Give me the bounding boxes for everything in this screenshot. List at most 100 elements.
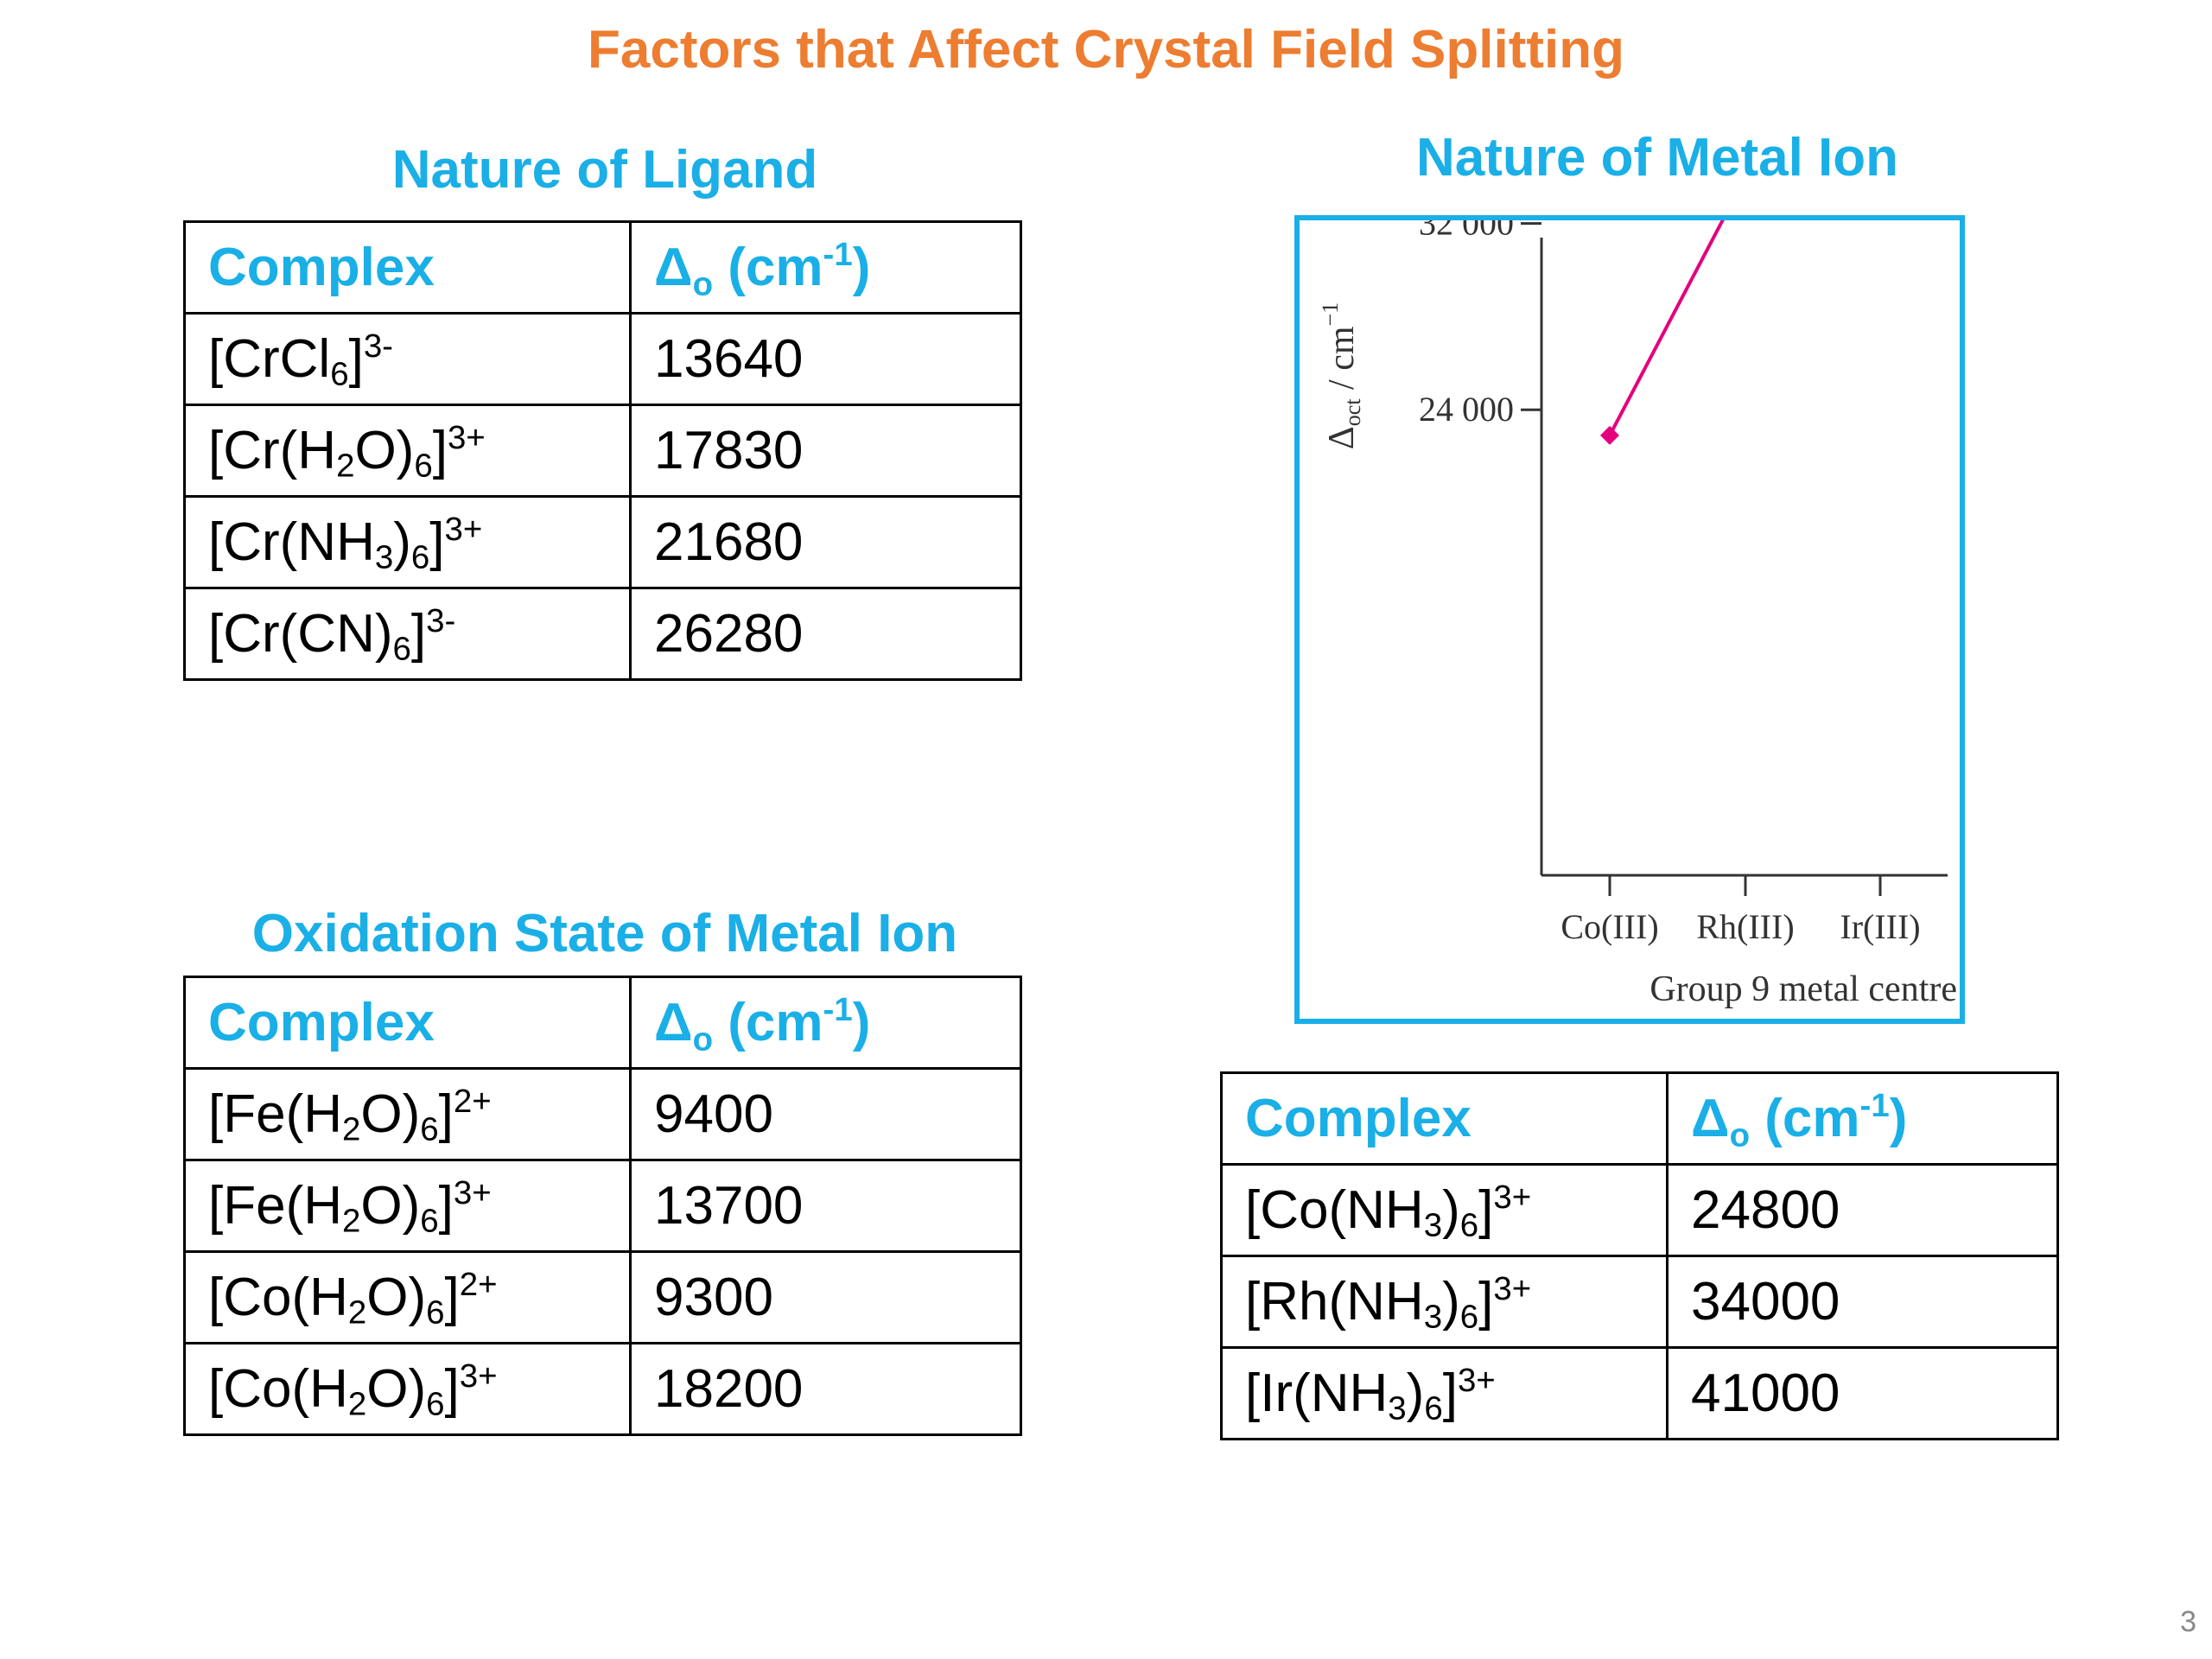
formula-part: [Cr(H (208, 420, 337, 480)
delta-symbol: Δ (654, 992, 693, 1052)
table-row: [Cr(NH3)6]3+ 21680 (183, 495, 1022, 589)
formula-part: ] (410, 603, 427, 664)
unit-exponent: -1 (1859, 1086, 1890, 1124)
formula-part: O) (366, 1358, 427, 1419)
formula-charge: 3+ (447, 418, 486, 456)
column-header-complex: Complex (183, 220, 632, 315)
table-row: [Rh(NH3)6]3+ 34000 (1220, 1255, 2059, 1349)
delta-value: 9400 (629, 1067, 1022, 1161)
oxidation-table: Complex Δo (cm-1) [Fe(H2O)6]2+ 9400 [Fe(H2O)… (183, 976, 1022, 1436)
complex-formula: [Co(H2O)6]2+ (183, 1250, 632, 1344)
y-tick-label: 32 000 (1419, 220, 1514, 243)
formula-part: [Fe(H (208, 1084, 342, 1144)
table-row: [Fe(H2O)6]2+ 9400 (183, 1067, 1022, 1161)
complex-formula: [Co(NH3)6]3+ (1220, 1163, 1669, 1257)
delta-value: 24800 (1666, 1163, 2059, 1257)
formula-subscript: 2 (347, 1385, 367, 1423)
formula-subscript: 2 (347, 1294, 367, 1332)
formula-part: [CrCl (208, 328, 331, 389)
formula-part: ] (438, 1175, 454, 1236)
delta-subscript: o (1729, 1116, 1751, 1154)
column-header-complex: Complex (183, 976, 632, 1070)
column-header-delta: Δo (cm-1) (1666, 1071, 2059, 1166)
delta-value: 18200 (629, 1342, 1022, 1436)
complex-formula: [CrCl6]3- (183, 312, 632, 406)
metal-table: Complex Δo (cm-1) [Co(NH3)6]3+ 24800 [Rh(NH3… (1220, 1071, 2059, 1440)
formula-charge: 3+ (459, 1357, 498, 1395)
complex-formula: [Cr(H2O)6]3+ (183, 404, 632, 498)
delta-value: 26280 (629, 587, 1022, 681)
formula-subscript: 6 (1424, 1389, 1443, 1427)
formula-subscript: 6 (1459, 1206, 1479, 1244)
unit-prefix: (cm (713, 237, 823, 297)
unit-exponent: -1 (823, 235, 853, 273)
complex-formula: [Cr(CN)6]3- (183, 587, 632, 681)
formula-part: ] (348, 328, 364, 389)
column-header-complex: Complex (1220, 1071, 1669, 1166)
formula-subscript: 6 (410, 538, 430, 576)
formula-subscript: 6 (420, 1110, 439, 1148)
formula-subscript: 6 (330, 355, 349, 393)
formula-part: O) (354, 420, 415, 480)
formula-part: O) (360, 1175, 421, 1236)
y-axis-title: Δoct / cm−1 (1318, 302, 1365, 449)
table-row: [Cr(CN)6]3- 26280 (183, 587, 1022, 681)
formula-part: [Cr(CN) (208, 603, 393, 664)
unit-prefix: (cm (713, 992, 823, 1052)
formula-subscript: 2 (342, 1202, 361, 1240)
formula-part: ] (1442, 1363, 1458, 1423)
formula-subscript: 6 (392, 630, 411, 668)
formula-part: ] (429, 512, 445, 572)
formula-part: ] (1478, 1179, 1494, 1240)
complex-formula: [Fe(H2O)6]3+ (183, 1159, 632, 1253)
formula-subscript: 3 (1423, 1206, 1443, 1244)
formula-part: [Ir(NH (1245, 1363, 1389, 1423)
delta-value: 21680 (629, 495, 1022, 589)
formula-part: ] (438, 1084, 454, 1144)
table-row: [Co(H2O)6]3+ 18200 (183, 1342, 1022, 1436)
complex-formula: [Co(H2O)6]3+ (183, 1342, 632, 1436)
formula-part: ] (432, 420, 448, 480)
y-tick-label: 24 000 (1419, 390, 1514, 429)
unit-suffix: ) (1889, 1088, 1908, 1148)
delta-value: 13640 (629, 312, 1022, 406)
x-tick-label: Co(III) (1560, 907, 1658, 946)
formula-part: [Co(H (208, 1267, 348, 1327)
table-row: [Co(H2O)6]2+ 9300 (183, 1250, 1022, 1344)
delta-value: 41000 (1666, 1346, 2059, 1440)
formula-subscript: 6 (426, 1294, 445, 1332)
formula-charge: 3+ (453, 1173, 492, 1211)
formula-subscript: 2 (342, 1110, 361, 1148)
series-line (1608, 220, 1725, 436)
table-header-row: Complex Δo (cm-1) (1220, 1071, 2059, 1166)
formula-part: [Cr(NH (208, 512, 375, 572)
formula-subscript: 3 (1388, 1389, 1407, 1427)
formula-subscript: 6 (1459, 1298, 1479, 1336)
x-tick-label: Rh(III) (1696, 907, 1794, 946)
formula-subscript: 6 (420, 1202, 439, 1240)
formula-charge: 3+ (444, 510, 483, 548)
page-title: Factors that Affect Crystal Field Splitt… (588, 20, 1624, 79)
formula-part: ] (444, 1267, 460, 1327)
formula-charge: 2+ (453, 1082, 492, 1120)
ligand-table: Complex Δo (cm-1) [CrCl6]3- 13640 [Cr(H2O)6]… (183, 220, 1022, 681)
formula-subscript: 2 (336, 447, 355, 485)
data-point (1600, 425, 1619, 445)
formula-part: ) (1406, 1363, 1425, 1423)
formula-part: ) (1442, 1179, 1460, 1240)
table-row: [CrCl6]3- 13640 (183, 312, 1022, 406)
table-header-row: Complex Δo (cm-1) (183, 220, 1022, 315)
formula-charge: 3- (426, 601, 456, 639)
formula-charge: 2+ (459, 1265, 498, 1303)
complex-formula: [Cr(NH3)6]3+ (183, 495, 632, 589)
formula-part: ) (1442, 1271, 1460, 1332)
formula-part: [Co(NH (1245, 1179, 1424, 1240)
formula-charge: 3+ (1457, 1361, 1496, 1399)
page-number: 3 (2180, 1605, 2196, 1638)
delta-symbol: Δ (654, 237, 693, 297)
delta-value: 17830 (629, 404, 1022, 498)
table-row: [Co(NH3)6]3+ 24800 (1220, 1163, 2059, 1257)
formula-part: O) (360, 1084, 421, 1144)
formula-part: O) (366, 1267, 427, 1327)
formula-subscript: 3 (1423, 1298, 1443, 1336)
